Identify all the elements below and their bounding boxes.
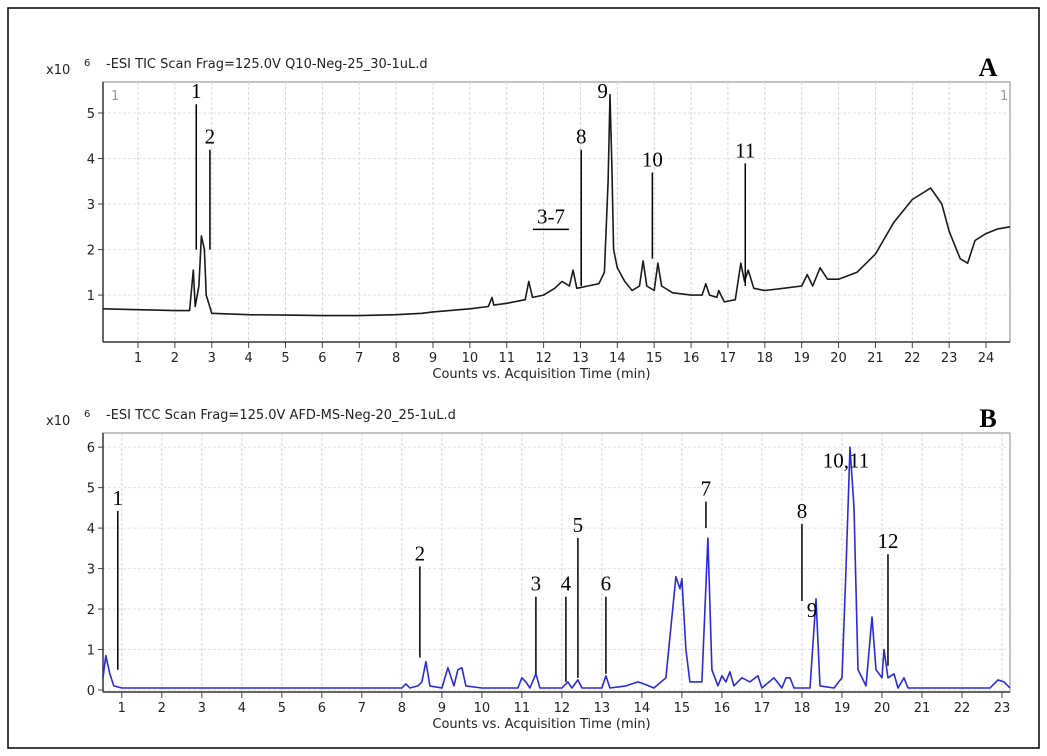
x-tick-label: 1 xyxy=(118,701,126,716)
y-tick-label: 5 xyxy=(87,482,95,497)
y-exponent: 6 xyxy=(84,409,90,420)
range-marker: 1 xyxy=(111,89,119,104)
x-tick-label: 8 xyxy=(398,701,406,716)
x-tick-label: 17 xyxy=(754,701,771,716)
peak-label: 6 xyxy=(601,572,612,596)
x-tick-label: 3 xyxy=(208,351,216,366)
x-tick-label: 16 xyxy=(683,351,700,366)
x-tick-label: 18 xyxy=(794,701,811,716)
x-tick-label: 13 xyxy=(572,351,589,366)
x-tick-label: 22 xyxy=(904,351,921,366)
x-tick-label: 23 xyxy=(941,351,958,366)
x-tick-label: 23 xyxy=(994,701,1011,716)
x-tick-label: 5 xyxy=(278,701,286,716)
panel-label: B xyxy=(979,404,996,433)
plot-area xyxy=(102,81,1011,343)
x-tick-label: 15 xyxy=(646,351,663,366)
x-tick-label: 15 xyxy=(674,701,691,716)
x-tick-label: 21 xyxy=(867,351,884,366)
x-tick-label: 20 xyxy=(874,701,891,716)
trace xyxy=(102,446,1011,689)
x-axis-label: Counts vs. Acquisition Time (min) xyxy=(432,717,650,732)
x-tick-label: 3 xyxy=(198,701,206,716)
peak-label: 1 xyxy=(191,79,202,103)
peak-label: 8 xyxy=(576,125,587,149)
peak-label: 11 xyxy=(735,138,755,162)
x-tick-label: 20 xyxy=(830,351,847,366)
peak-label: 5 xyxy=(573,513,584,537)
trace xyxy=(102,93,1011,317)
x-tick-label: 1 xyxy=(134,351,142,366)
y-tick-label: 4 xyxy=(87,152,95,167)
x-tick-label: 5 xyxy=(281,351,289,366)
y-tick-label: 3 xyxy=(87,563,95,578)
x-tick-label: 21 xyxy=(914,701,931,716)
y-tick-label: 1 xyxy=(87,644,95,659)
panel-title: -ESI TCC Scan Frag=125.0V AFD-MS-Neg-20_… xyxy=(106,408,456,423)
x-tick-label: 10 xyxy=(462,351,479,366)
y-multiplier: x10 xyxy=(46,63,70,78)
peak-label: 2 xyxy=(205,125,216,149)
x-tick-label: 2 xyxy=(158,701,166,716)
peak-label: 2 xyxy=(415,541,426,565)
x-tick-label: 4 xyxy=(238,701,246,716)
peak-label: 1 xyxy=(113,486,124,510)
x-tick-label: 12 xyxy=(554,701,571,716)
x-tick-label: 2 xyxy=(171,351,179,366)
x-tick-label: 14 xyxy=(634,701,651,716)
x-tick-label: 16 xyxy=(714,701,731,716)
peak-label: 3 xyxy=(531,572,542,596)
y-tick-label: 2 xyxy=(87,244,95,259)
panel-title: -ESI TIC Scan Frag=125.0V Q10-Neg-25_30-… xyxy=(106,57,428,72)
x-tick-label: 17 xyxy=(720,351,737,366)
range-marker: 1 xyxy=(1000,89,1008,104)
y-tick-label: 3 xyxy=(87,198,95,213)
y-exponent: 6 xyxy=(84,58,90,69)
y-multiplier: x10 xyxy=(46,414,70,429)
x-axis-label: Counts vs. Acquisition Time (min) xyxy=(432,367,650,382)
y-tick-label: 0 xyxy=(87,684,95,699)
x-tick-label: 22 xyxy=(954,701,971,716)
y-tick-label: 4 xyxy=(87,522,95,537)
peak-label: 8 xyxy=(797,499,808,523)
x-tick-label: 13 xyxy=(594,701,611,716)
peak-label: 9 xyxy=(807,598,818,622)
peak-label: 10,11 xyxy=(823,448,869,472)
y-tick-label: 2 xyxy=(87,603,95,618)
peak-label: 3-7 xyxy=(537,204,565,228)
x-tick-label: 24 xyxy=(978,351,995,366)
y-tick-label: 5 xyxy=(87,107,95,122)
peak-label: 4 xyxy=(561,572,572,596)
x-tick-label: 18 xyxy=(757,351,774,366)
x-tick-label: 8 xyxy=(392,351,400,366)
x-tick-label: 12 xyxy=(535,351,552,366)
x-tick-label: 10 xyxy=(474,701,491,716)
x-tick-label: 9 xyxy=(429,351,437,366)
x-tick-label: 19 xyxy=(834,701,851,716)
x-tick-label: 7 xyxy=(358,701,366,716)
y-tick-label: 1 xyxy=(87,289,95,304)
x-tick-label: 11 xyxy=(498,351,515,366)
peak-label: 7 xyxy=(701,477,712,501)
x-tick-label: 14 xyxy=(609,351,626,366)
x-tick-label: 7 xyxy=(355,351,363,366)
x-tick-label: 4 xyxy=(244,351,252,366)
x-tick-label: 6 xyxy=(318,351,326,366)
x-tick-label: 6 xyxy=(318,701,326,716)
x-tick-label: 19 xyxy=(793,351,810,366)
x-tick-label: 9 xyxy=(438,701,446,716)
peak-label: 9 xyxy=(597,79,608,103)
peak-label: 10 xyxy=(642,147,663,171)
x-tick-label: 11 xyxy=(514,701,531,716)
y-tick-label: 6 xyxy=(87,441,95,456)
peak-label: 12 xyxy=(877,529,898,553)
panel-label: A xyxy=(979,53,998,82)
